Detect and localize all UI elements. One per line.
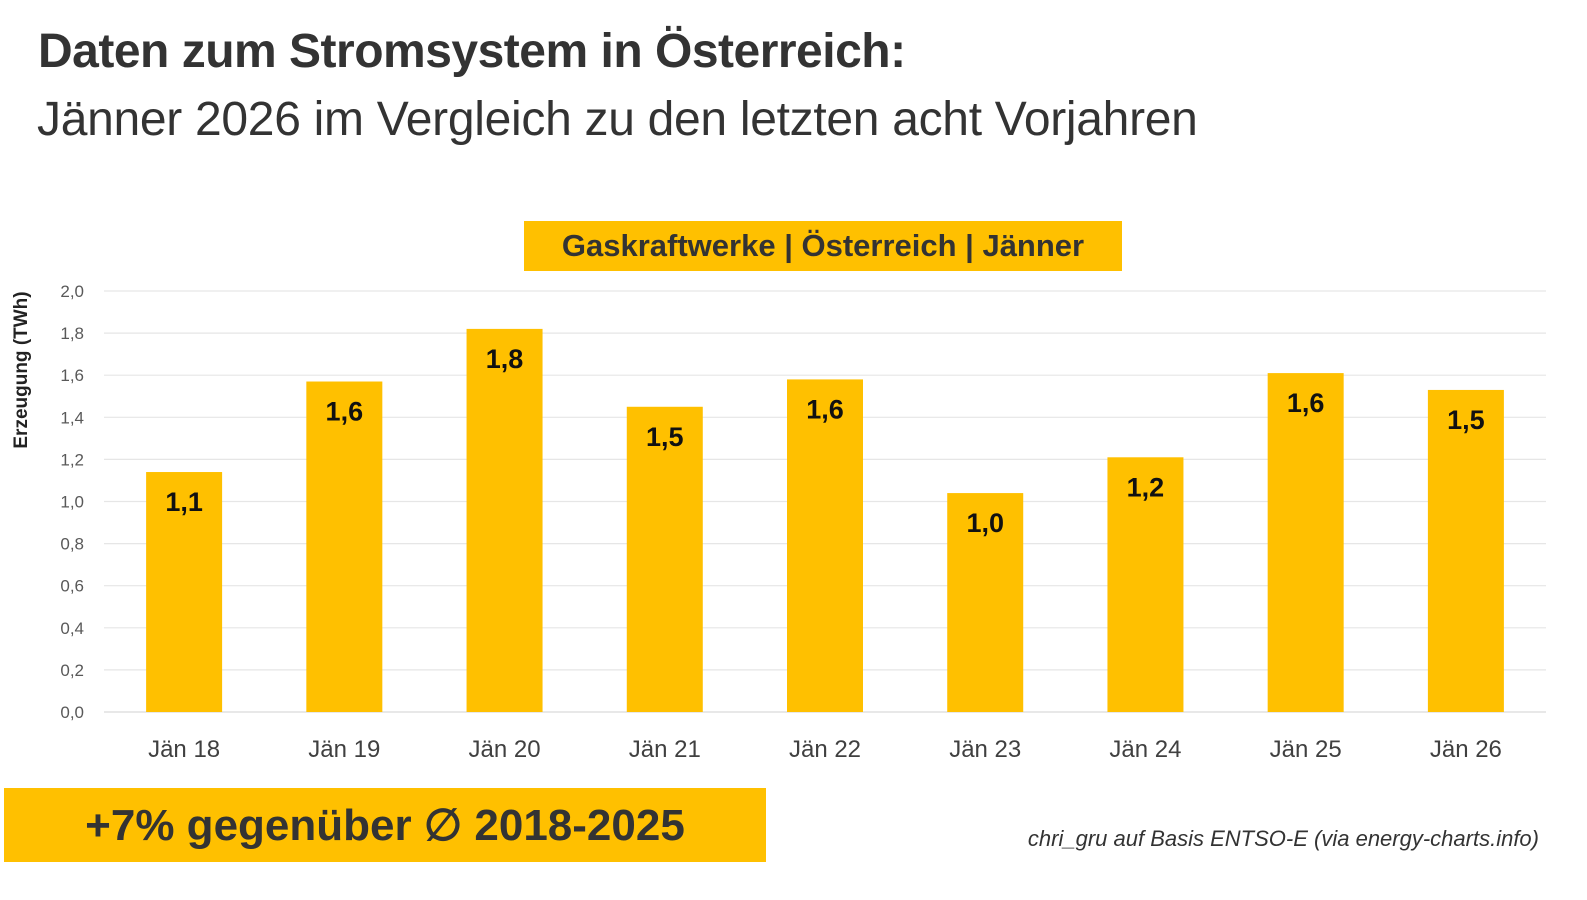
y-tick-label: 1,8 [60, 324, 84, 343]
data-label: 1,0 [966, 508, 1004, 538]
bar [466, 328, 543, 712]
bar [1427, 389, 1504, 712]
x-tick-label: Jän 21 [629, 736, 701, 763]
x-tick-label: Jän 19 [308, 736, 380, 763]
bar [1267, 373, 1344, 712]
page-subtitle: Jänner 2026 im Vergleich zu den letzten … [37, 93, 1198, 146]
x-tick-label: Jän 23 [949, 736, 1021, 763]
x-tick-labels: Jän 18 Jän 19 Jän 20 Jän 21 Jän 22 Jän 23 Jän … [148, 736, 1502, 763]
bar [1107, 457, 1184, 712]
bar [787, 379, 863, 712]
bar [306, 381, 383, 712]
x-tick-label: Jän 18 [148, 736, 220, 763]
y-tick-label: 0,4 [60, 619, 84, 638]
y-tick-label: 1,4 [60, 408, 84, 427]
data-label: 1,6 [806, 394, 844, 424]
data-label: 1,6 [1287, 388, 1325, 418]
chart-title: Gaskraftwerke | Österreich | Jänner [524, 221, 1122, 271]
data-label: 1,1 [165, 487, 203, 517]
y-tick-label: 1,6 [60, 366, 84, 385]
y-tick-label: 0,0 [60, 703, 84, 722]
y-tick-label: 1,2 [60, 450, 84, 469]
x-tick-label: Jän 24 [1109, 736, 1181, 763]
source-note: chri_gru auf Basis ENTSO-E (via energy-c… [1027, 826, 1539, 851]
y-tick-label: 1,0 [60, 493, 84, 512]
data-labels: 1,1 1,6 1,8 1,5 1,6 1,0 1,2 1,6 1,5 [165, 344, 1484, 538]
data-label: 1,8 [486, 344, 524, 374]
x-tick-label: Jän 22 [789, 736, 861, 763]
bar [146, 472, 223, 712]
y-tick-labels: 0,0 0,2 0,4 0,6 0,8 1,0 1,2 1,4 1,6 1,8 2,0 [60, 282, 84, 722]
bars [146, 328, 1504, 712]
data-label: 1,5 [646, 422, 684, 452]
x-tick-label: Jän 20 [469, 736, 541, 763]
change-callout: +7% gegenüber ∅ 2018-2025 [4, 788, 766, 862]
bar [947, 493, 1024, 712]
y-tick-label: 0,8 [60, 535, 84, 554]
x-tick-label: Jän 25 [1270, 736, 1342, 763]
data-label: 1,6 [326, 397, 364, 427]
page-title: Daten zum Stromsystem in Österreich: [38, 25, 906, 78]
data-label: 1,2 [1127, 472, 1165, 502]
y-tick-label: 0,6 [60, 577, 84, 596]
y-tick-label: 0,2 [60, 661, 84, 680]
bar [626, 406, 703, 712]
y-tick-label: 2,0 [60, 282, 84, 301]
data-label: 1,5 [1447, 405, 1485, 435]
x-tick-label: Jän 26 [1430, 736, 1502, 763]
